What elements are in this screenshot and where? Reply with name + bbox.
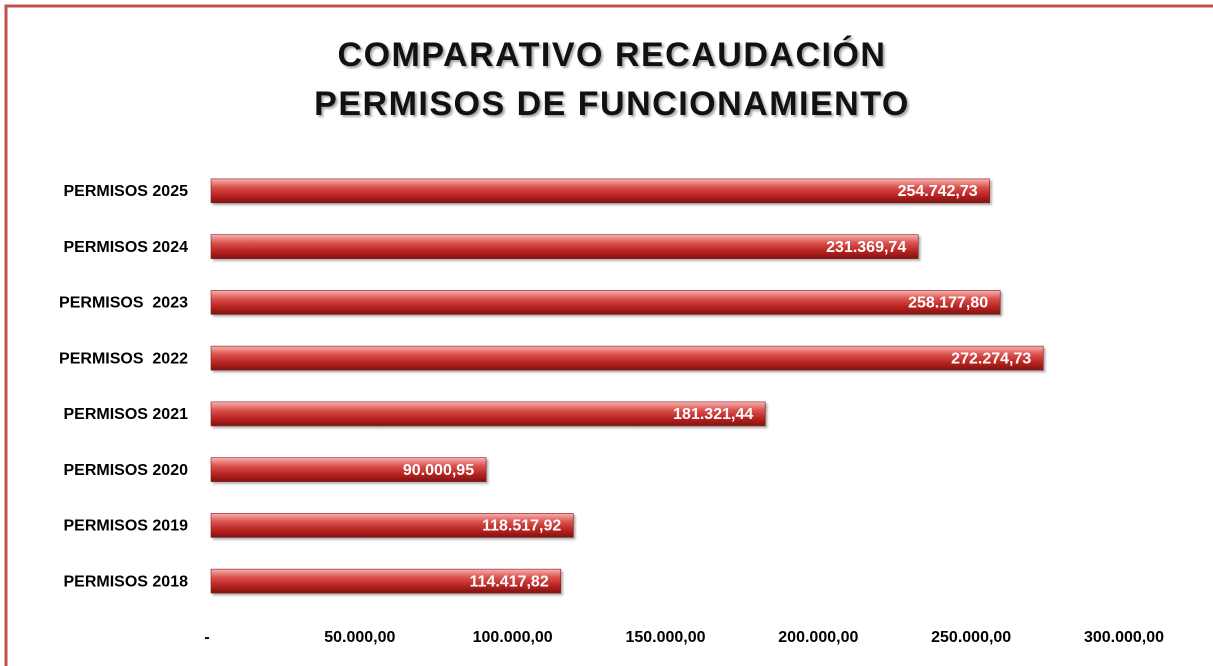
bar [210, 513, 574, 538]
bar [210, 234, 919, 259]
value-label: 254.742,73 [898, 183, 978, 200]
y-tick-label: PERMISOS 2020 [64, 462, 189, 479]
frame [4, 4, 1213, 666]
bar [210, 457, 487, 482]
y-tick-label: PERMISOS 2019 [64, 518, 189, 535]
chart-title: PERMISOS DE FUNCIONAMIENTO [314, 85, 910, 123]
bar [210, 290, 1001, 315]
bar [210, 345, 1044, 371]
bar [210, 401, 766, 427]
x-tick-label: 100.000,00 [473, 629, 553, 646]
value-label: 258.177,80 [908, 295, 988, 312]
y-tick-label: PERMISOS 2022 [59, 350, 188, 367]
bar [210, 568, 562, 594]
value-label: 118.517,92 [482, 518, 561, 535]
x-tick-label: 50.000,00 [324, 629, 395, 646]
x-tick-label: 150.000,00 [625, 629, 705, 646]
value-label: 231.369,74 [826, 239, 906, 256]
y-tick-label: PERMISOS 2025 [64, 183, 189, 200]
value-label: 272.274,73 [951, 350, 1031, 367]
y-tick-label: PERMISOS 2018 [64, 573, 189, 590]
x-tick-label: 300.000,00 [1084, 629, 1164, 646]
y-tick-label: PERMISOS 2024 [64, 239, 189, 256]
x-tick-label: - [204, 629, 209, 646]
x-tick-label: 250.000,00 [931, 629, 1011, 646]
x-tick-label: 200.000,00 [778, 629, 858, 646]
bar [210, 178, 990, 204]
y-tick-label: PERMISOS 2023 [59, 295, 188, 312]
value-label: 114.417,82 [470, 573, 549, 590]
value-label: 181.321,44 [673, 406, 753, 423]
value-label: 90.000,95 [403, 462, 474, 479]
chart-title: COMPARATIVO RECAUDACIÓN [338, 36, 887, 74]
y-tick-label: PERMISOS 2021 [64, 406, 189, 423]
